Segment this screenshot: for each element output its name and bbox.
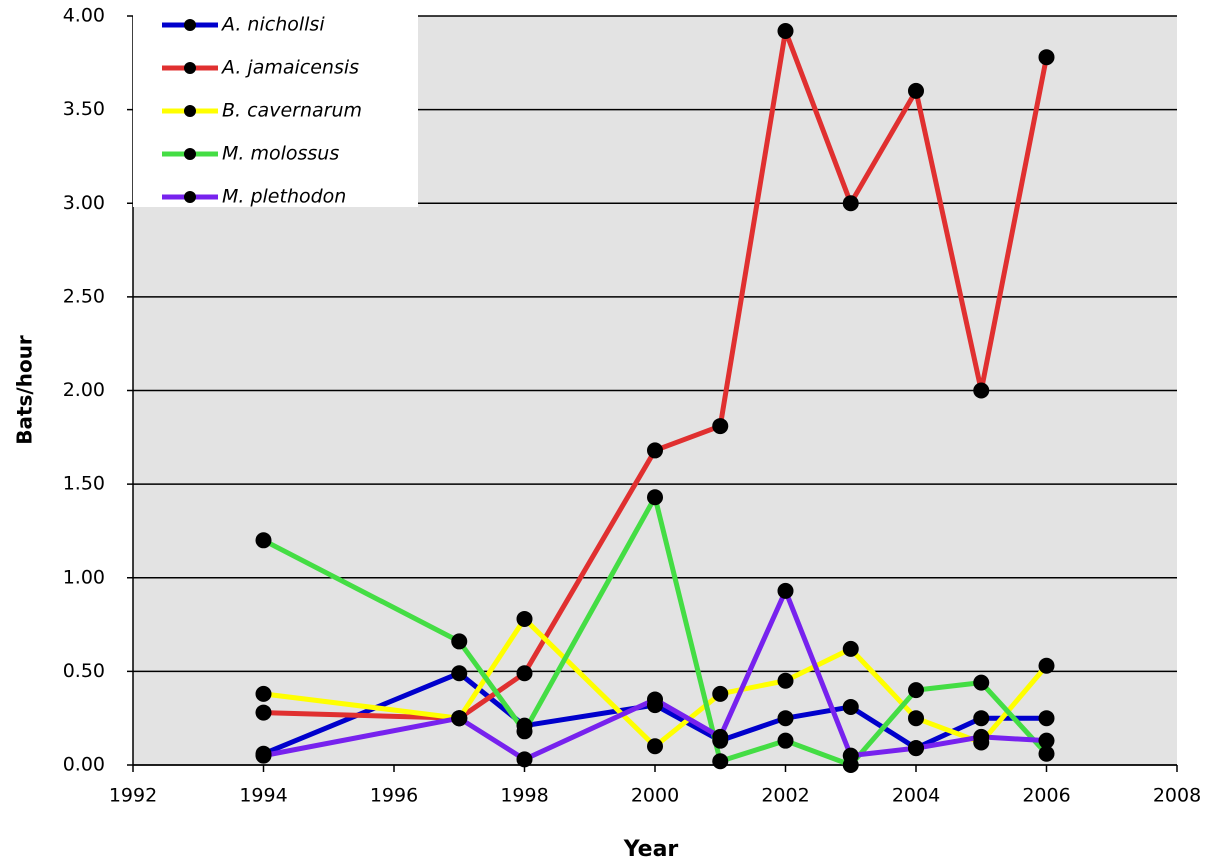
data-point	[712, 728, 729, 745]
legend-marker	[184, 19, 196, 31]
data-point	[842, 698, 859, 715]
x-tick-label: 2006	[1022, 785, 1070, 807]
data-point	[1038, 732, 1055, 749]
data-point	[1038, 657, 1055, 674]
legend-label: M. plethodon	[222, 186, 346, 208]
legend-label: B. cavernarum	[222, 100, 362, 122]
y-tick-label: 2.00	[63, 379, 105, 401]
data-point	[255, 704, 272, 721]
y-tick-label: 0.50	[63, 660, 105, 682]
legend-label: A. jamaicensis	[220, 57, 359, 79]
data-point	[516, 751, 533, 768]
series-line	[262, 670, 1047, 757]
data-point	[516, 665, 533, 682]
legend-label: A. nichollsi	[220, 14, 325, 36]
series-line	[263, 28, 1049, 721]
data-point	[777, 582, 794, 599]
data-point	[255, 685, 272, 702]
legend-marker	[184, 105, 196, 117]
series-line	[263, 616, 1049, 749]
series-line	[263, 588, 1047, 762]
legend-box	[133, 0, 418, 207]
data-point	[842, 195, 859, 212]
data-point	[1038, 745, 1055, 762]
data-point	[647, 738, 663, 755]
data-point	[973, 382, 990, 399]
x-tick-label: 2004	[892, 785, 940, 807]
x-tick-label: 1992	[109, 785, 157, 807]
series-line	[262, 494, 1049, 768]
data-point	[712, 418, 729, 435]
data-point	[908, 682, 924, 699]
y-tick-label: 2.50	[63, 285, 105, 307]
data-point	[712, 753, 729, 770]
x-tick-label: 2002	[761, 785, 809, 807]
data-point	[777, 710, 794, 727]
data-point	[647, 489, 663, 506]
y-tick-label: 1.00	[63, 566, 105, 588]
x-tick-label: 2008	[1153, 785, 1201, 807]
data-point	[908, 740, 924, 757]
data-point	[1038, 49, 1055, 66]
data-point	[255, 747, 272, 764]
legend-label: M. molossus	[222, 143, 339, 165]
y-tick-label: 0.00	[63, 754, 105, 776]
data-point	[908, 82, 924, 99]
data-point	[516, 610, 533, 627]
data-point	[777, 732, 794, 749]
data-point	[451, 633, 468, 650]
y-tick-label: 4.00	[63, 5, 105, 27]
data-point	[1038, 710, 1055, 727]
legend-marker	[184, 62, 196, 74]
y-tick-label: 1.50	[63, 473, 105, 495]
x-tick-label: 1994	[239, 785, 287, 807]
data-point	[255, 532, 272, 549]
data-point	[777, 672, 794, 689]
x-axis-label: Year	[623, 837, 679, 862]
x-tick-label: 1996	[370, 785, 418, 807]
data-point	[712, 685, 729, 702]
y-tick-label: 3.50	[63, 98, 105, 120]
data-point	[777, 22, 794, 39]
data-point	[973, 728, 990, 745]
data-point	[647, 691, 663, 708]
y-tick-label: 3.00	[63, 192, 105, 214]
data-point	[973, 710, 990, 727]
data-point	[908, 710, 924, 727]
legend-marker	[184, 148, 196, 160]
data-point	[647, 442, 663, 459]
data-point	[842, 747, 859, 764]
y-axis-label: Bats/hour	[13, 335, 37, 445]
legend-marker	[184, 191, 196, 203]
x-tick-label: 2000	[631, 785, 679, 807]
data-point	[516, 723, 533, 740]
data-point	[973, 674, 990, 691]
data-point	[451, 710, 468, 727]
data-point	[451, 665, 468, 682]
data-point	[842, 640, 859, 657]
x-tick-label: 1998	[500, 785, 548, 807]
